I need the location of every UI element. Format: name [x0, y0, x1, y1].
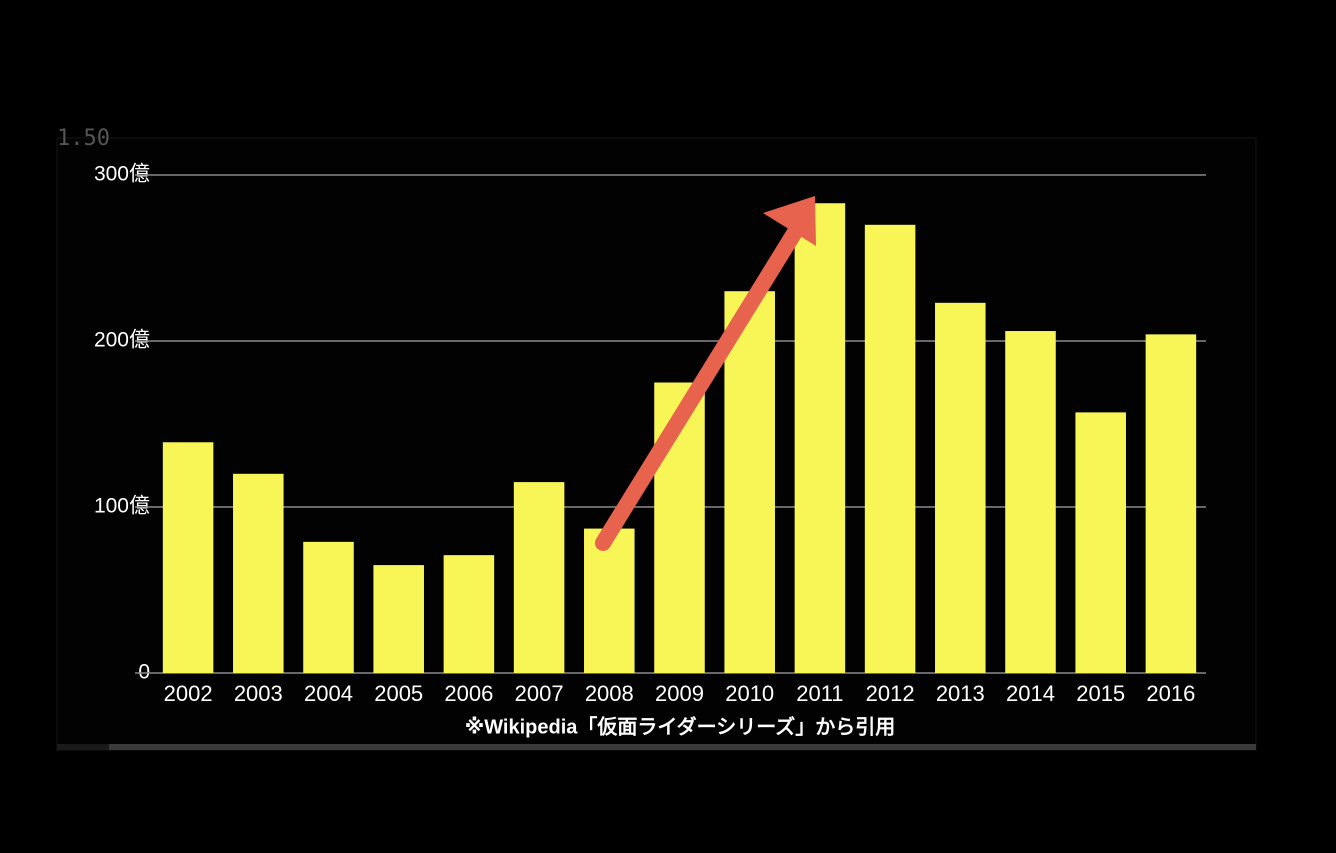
bar — [1075, 412, 1126, 673]
y-tick-label: 100億 — [94, 495, 150, 518]
source-note: ※Wikipedia「仮面ライダーシリーズ」から引用 — [465, 714, 895, 738]
x-tick-label: 2007 — [515, 681, 564, 706]
bar — [794, 203, 846, 673]
arrow-head — [763, 196, 816, 246]
overlay-text: 1.50 — [57, 126, 110, 151]
x-tick-label: 2011 — [796, 681, 843, 706]
x-tick-label: 2013 — [936, 681, 985, 706]
y-tick-label: 300億 — [94, 163, 150, 186]
x-tick-label: 2012 — [866, 681, 915, 706]
x-tick-label: 2004 — [304, 681, 353, 706]
x-tick-label: 2010 — [725, 681, 774, 706]
bar — [162, 442, 214, 673]
x-tick-label: 2015 — [1076, 681, 1125, 706]
bar — [584, 528, 635, 673]
x-tick-label: 2003 — [234, 681, 283, 706]
progress-fill — [57, 744, 109, 750]
bar — [1005, 331, 1056, 673]
x-tick-label: 2008 — [585, 681, 634, 706]
x-tick-label: 2002 — [164, 681, 213, 706]
arrow-shaft — [595, 224, 803, 551]
bar — [864, 224, 916, 674]
x-tick-label: 2005 — [374, 681, 423, 706]
x-tick-label: 2016 — [1146, 681, 1195, 706]
bar — [724, 291, 775, 673]
bar — [373, 565, 424, 673]
bar — [935, 302, 986, 673]
plot: 0 100億 200億 300億 2002 2003 2004 2005 2006 2007 200… — [94, 163, 1206, 706]
bar — [443, 555, 495, 673]
y-tick-label: 200億 — [94, 329, 150, 352]
x-tick-label: 2014 — [1006, 681, 1055, 706]
x-tick-label: 2006 — [444, 681, 493, 706]
x-tick-label: 2009 — [655, 681, 704, 706]
bar — [233, 473, 284, 673]
trend-arrow — [595, 196, 816, 551]
bar — [513, 482, 565, 673]
bar — [303, 541, 354, 673]
y-tick-label: 0 — [138, 661, 150, 684]
progress-track — [57, 744, 1256, 750]
bar — [1145, 334, 1197, 673]
